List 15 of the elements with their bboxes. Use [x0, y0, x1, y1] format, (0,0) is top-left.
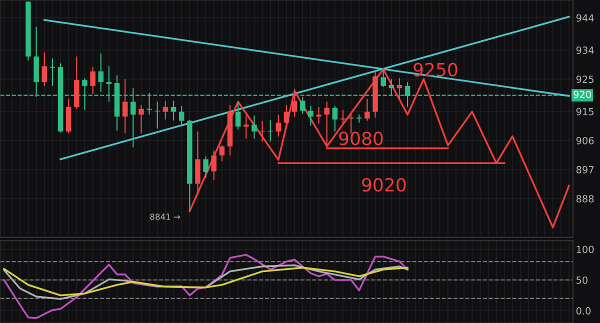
annotation: 9250 — [414, 62, 458, 76]
y-tick-label: 0.0 — [576, 307, 591, 315]
y-tick-label: 906 — [576, 136, 594, 144]
y-tick-label: 915 — [576, 108, 594, 116]
ref-line-label: 920 — [574, 90, 591, 98]
annotation: 9080 — [339, 132, 383, 146]
annotation: 9020 — [362, 178, 406, 192]
y-tick-label: 100 — [576, 246, 594, 254]
y-tick-label: 934 — [576, 46, 594, 54]
y-tick-label: 897 — [576, 166, 594, 174]
annotation: 8841 → — [150, 214, 180, 220]
y-tick-label: 925 — [576, 76, 594, 83]
y-tick-label: 50 — [576, 276, 588, 284]
y-tick-label: 944 — [576, 14, 594, 22]
y-tick-label: 888 — [576, 195, 594, 202]
